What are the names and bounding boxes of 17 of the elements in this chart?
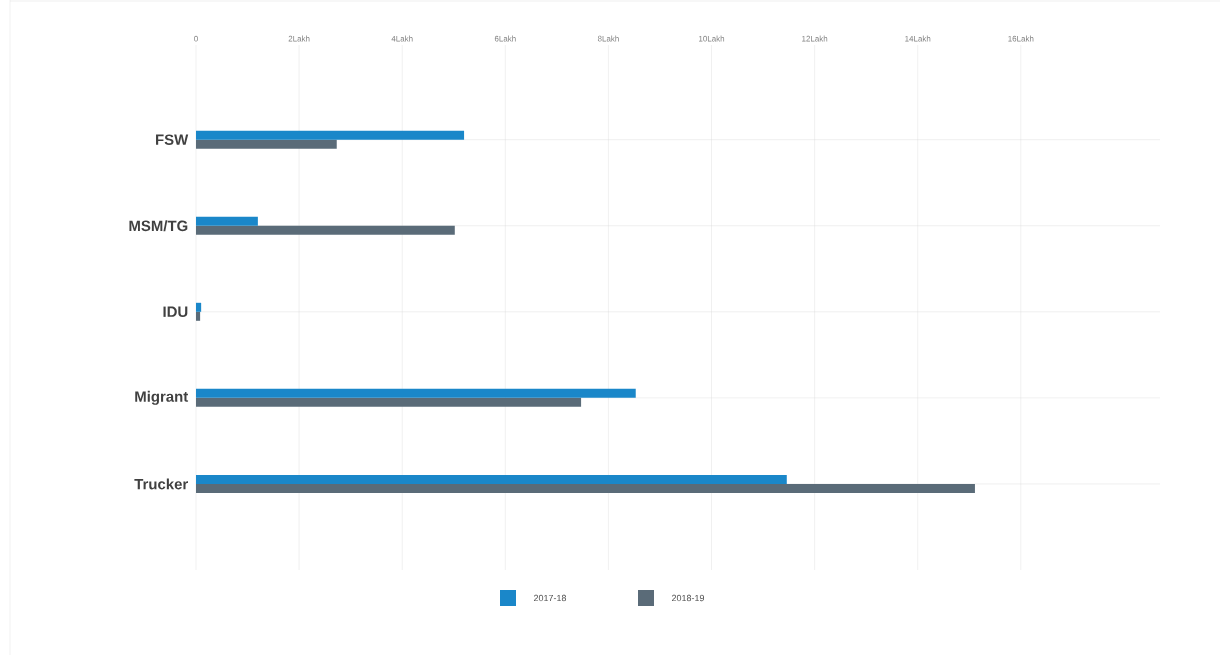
y-tick-label: Trucker xyxy=(134,478,189,490)
bar xyxy=(196,388,636,398)
bar xyxy=(196,139,337,149)
bar xyxy=(196,302,202,312)
bar xyxy=(196,397,582,407)
bar xyxy=(196,474,787,484)
bar xyxy=(196,130,465,140)
legend-label: 2017-18 xyxy=(533,594,567,602)
y-tick-label: Migrant xyxy=(135,390,189,405)
bar xyxy=(196,216,258,226)
y-tick-label: FSW xyxy=(156,134,189,145)
bar xyxy=(196,483,975,493)
legend-label: 2018-19 xyxy=(671,594,704,602)
bar xyxy=(196,225,455,235)
bar xyxy=(196,311,201,321)
y-tick-label: MSM/TG xyxy=(129,220,188,232)
y-tick-label: IDU xyxy=(163,306,188,318)
